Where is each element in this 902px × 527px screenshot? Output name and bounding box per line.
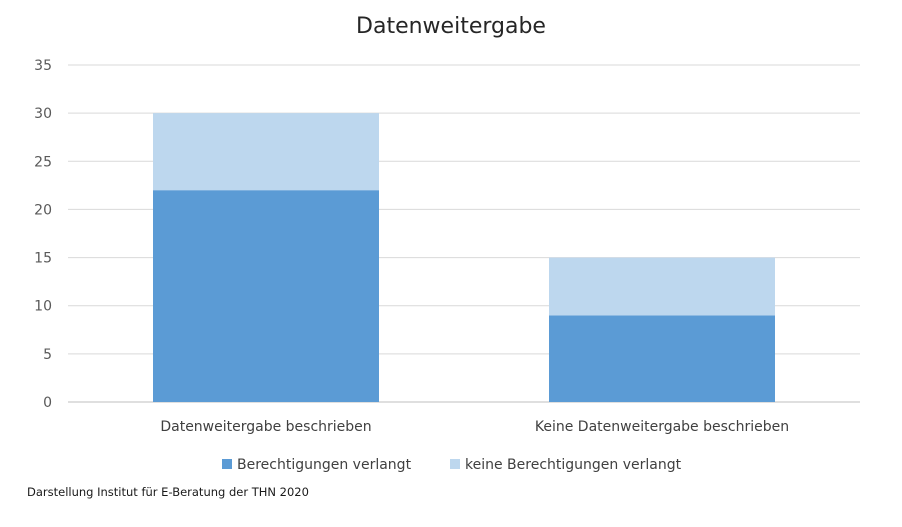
bar-berechtigungen <box>549 315 775 402</box>
y-tick-label: 30 <box>34 106 52 122</box>
y-tick-label: 5 <box>43 347 52 363</box>
bar-keine-berechtigungen <box>549 257 775 316</box>
y-tick-label: 25 <box>34 154 52 170</box>
category-label: Datenweitergabe beschrieben <box>160 419 371 435</box>
source-note: Darstellung Institut für E-Beratung der … <box>27 485 309 499</box>
legend-swatch <box>450 459 460 469</box>
legend-swatch <box>222 459 232 469</box>
y-tick-label: 20 <box>34 202 52 218</box>
y-tick-label: 10 <box>34 299 52 315</box>
bar-keine-berechtigungen <box>153 113 379 191</box>
legend-label: keine Berechtigungen verlangt <box>465 457 682 473</box>
bar-berechtigungen <box>153 190 379 402</box>
category-label: Keine Datenweitergabe beschrieben <box>535 419 789 435</box>
y-tick-label: 15 <box>34 251 52 267</box>
y-tick-label: 35 <box>34 58 52 74</box>
legend-label: Berechtigungen verlangt <box>237 457 412 473</box>
y-tick-label: 0 <box>43 395 52 411</box>
chart-title: Datenweitergabe <box>356 14 546 39</box>
